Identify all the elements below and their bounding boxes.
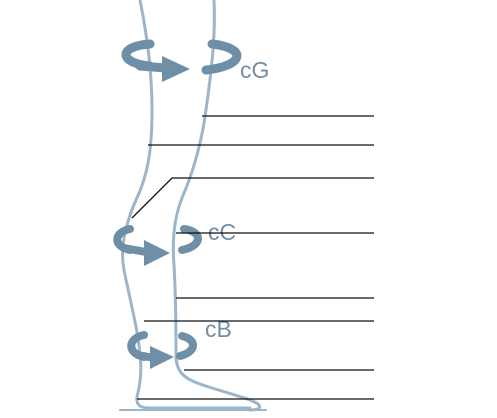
thigh-circumference-arrow bbox=[121, 39, 242, 82]
leader-line-3 bbox=[131, 177, 374, 219]
label-calf: cC bbox=[208, 219, 236, 245]
label-thigh: cG bbox=[240, 57, 269, 83]
calf-circumference-arrow bbox=[113, 225, 202, 266]
measurement-leader-lines bbox=[131, 115, 374, 400]
thigh-arrow-head bbox=[162, 56, 190, 82]
ankle-arrow-head bbox=[150, 346, 174, 369]
label-ankle: cB bbox=[205, 316, 232, 342]
calf-arrow-head bbox=[144, 240, 170, 266]
leg-back-contour bbox=[121, 0, 252, 410]
ankle-circumference-arrow bbox=[127, 331, 197, 369]
